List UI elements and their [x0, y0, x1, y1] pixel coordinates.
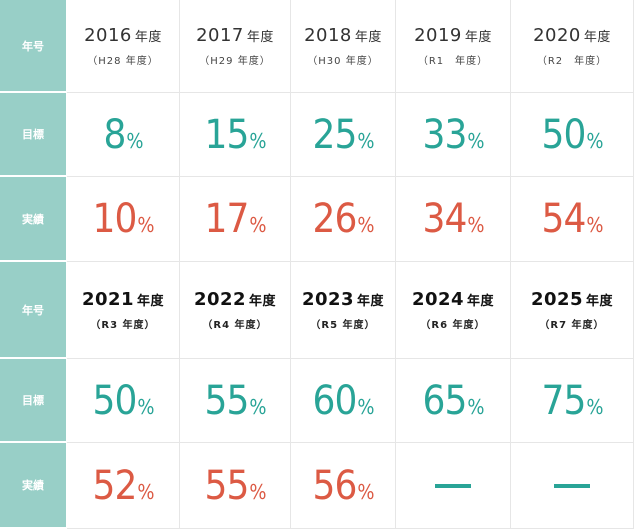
era-label: （R6 年度）: [420, 320, 486, 331]
target-cell: 8%: [67, 93, 180, 177]
year-cell: 2023 年度 （R5 年度）: [291, 262, 396, 359]
era-label: （R1 年度）: [417, 56, 489, 67]
year-cell: 2020 年度 （R2 年度）: [511, 0, 634, 93]
target-cell: 55%: [180, 359, 291, 443]
target-value: 65%: [422, 377, 485, 424]
year-label: 2025 年度: [530, 289, 614, 310]
era-label: （H29 年度）: [199, 56, 271, 67]
actual-cell: 55%: [180, 443, 291, 529]
row-header-label: 目標: [22, 394, 44, 407]
actual-value: 54%: [541, 196, 604, 242]
actual-value: 10%: [92, 196, 155, 242]
actual-value: 17%: [204, 196, 267, 242]
year-label: 2022 年度: [193, 289, 277, 310]
year-label: 2019 年度: [414, 25, 492, 46]
target-cell: 15%: [180, 93, 291, 177]
target-cell: 65%: [396, 359, 511, 443]
year-label: 2018 年度: [304, 25, 382, 46]
year-label: 2021 年度: [81, 289, 165, 310]
row-header-label: 目標: [22, 128, 44, 141]
year-cell: 2024 年度 （R6 年度）: [396, 262, 511, 359]
actual-value: 55%: [204, 462, 267, 509]
actual-cell: 52%: [67, 443, 180, 529]
target-value: 8%: [103, 111, 144, 158]
target-cell: 50%: [511, 93, 634, 177]
actual-cell: 17%: [180, 177, 291, 262]
target-cell: 75%: [511, 359, 634, 443]
target-value: 60%: [312, 377, 375, 424]
year-cell: 2025 年度 （R7 年度）: [511, 262, 634, 359]
row-header-year: 年号: [0, 262, 67, 359]
row-header-label: 年号: [22, 39, 44, 53]
actual-value: 26%: [312, 196, 375, 242]
actual-cell: 10%: [67, 177, 180, 262]
year-label: 2017 年度: [196, 25, 274, 46]
target-cell: 25%: [291, 93, 396, 177]
actual-value: 34%: [422, 196, 485, 242]
target-value: 50%: [541, 111, 604, 158]
no-data-dash: [554, 483, 590, 488]
era-label: （R5 年度）: [310, 320, 376, 331]
target-cell: 60%: [291, 359, 396, 443]
row-header-actual: 実績: [0, 177, 67, 262]
year-cell: 2022 年度 （R4 年度）: [180, 262, 291, 359]
no-data-dash: [435, 483, 471, 488]
actual-cell: 26%: [291, 177, 396, 262]
actual-cell: [511, 443, 634, 529]
year-cell: 2017 年度 （H29 年度）: [180, 0, 291, 93]
era-label: （H28 年度）: [87, 56, 159, 67]
row-header-label: 実績: [22, 479, 44, 492]
year-label: 2023 年度: [301, 289, 385, 310]
era-label: （H30 年度）: [307, 56, 379, 67]
row-header-actual: 実績: [0, 443, 67, 529]
year-label: 2024 年度: [411, 289, 495, 310]
era-label: （R2 年度）: [536, 56, 608, 67]
actual-cell: [396, 443, 511, 529]
row-header-label: 年号: [22, 303, 44, 317]
year-cell: 2019 年度 （R1 年度）: [396, 0, 511, 93]
era-label: （R4 年度）: [202, 320, 268, 331]
actual-cell: 54%: [511, 177, 634, 262]
actual-cell: 56%: [291, 443, 396, 529]
target-value: 25%: [312, 111, 375, 158]
row-header-target: 目標: [0, 359, 67, 443]
target-value: 75%: [541, 377, 604, 424]
row-header-label: 実績: [22, 212, 44, 226]
year-cell: 2016 年度 （H28 年度）: [67, 0, 180, 93]
actual-cell: 34%: [396, 177, 511, 262]
target-value: 15%: [204, 111, 267, 158]
actual-value: 52%: [92, 462, 155, 509]
era-label: （R7 年度）: [539, 320, 605, 331]
year-label: 2016 年度: [84, 25, 162, 46]
target-cell: 50%: [67, 359, 180, 443]
era-label: （R3 年度）: [90, 320, 156, 331]
year-cell: 2021 年度 （R3 年度）: [67, 262, 180, 359]
year-label: 2020 年度: [533, 25, 611, 46]
year-cell: 2018 年度 （H30 年度）: [291, 0, 396, 93]
target-value: 33%: [422, 111, 485, 158]
row-header-target: 目標: [0, 93, 67, 177]
target-value: 55%: [204, 377, 267, 424]
row-header-year: 年号: [0, 0, 67, 93]
actual-value: 56%: [312, 462, 375, 509]
target-cell: 33%: [396, 93, 511, 177]
target-value: 50%: [92, 377, 155, 424]
